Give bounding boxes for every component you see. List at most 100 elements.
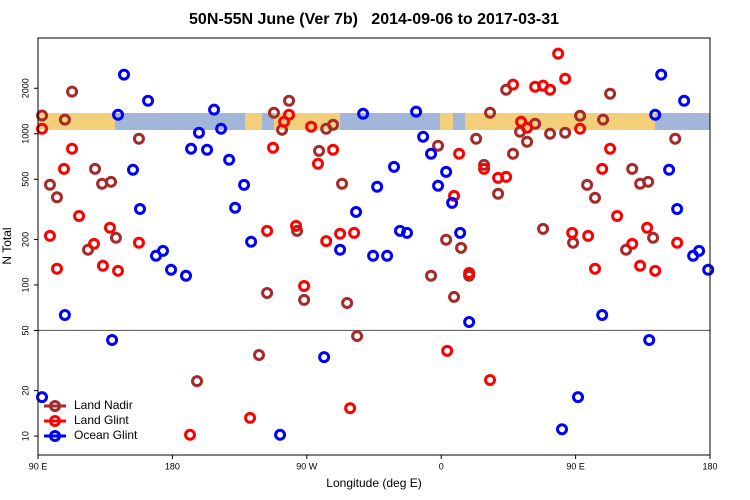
data-point — [126, 163, 139, 176]
data-point — [574, 109, 587, 122]
data-point — [574, 122, 587, 135]
data-point — [663, 163, 676, 176]
data-point — [582, 229, 595, 242]
legend-label: Ocean Glint — [74, 428, 138, 442]
data-point — [604, 87, 617, 100]
data-point — [165, 263, 178, 276]
data-point — [357, 107, 370, 120]
data-point — [596, 162, 609, 175]
data-point — [133, 202, 146, 215]
y-tick-label: 1000 — [20, 124, 30, 144]
y-axis-label: N Total — [0, 227, 14, 264]
data-point — [448, 290, 461, 303]
data-point — [112, 264, 125, 277]
data-point — [440, 165, 453, 178]
data-point — [649, 108, 662, 121]
strip-ocean — [655, 113, 710, 130]
data-point — [112, 108, 125, 121]
data-point — [453, 147, 466, 160]
data-point — [446, 196, 459, 209]
y-tick-label: 100 — [20, 277, 30, 292]
data-point — [470, 132, 483, 145]
data-point — [327, 143, 340, 156]
data-point — [455, 241, 468, 254]
plot-area — [36, 47, 715, 441]
data-point — [185, 142, 198, 155]
data-point — [559, 72, 572, 85]
data-point — [571, 391, 584, 404]
data-point — [267, 106, 280, 119]
data-point — [367, 249, 380, 262]
data-point — [132, 236, 145, 249]
data-point — [283, 94, 296, 107]
data-point — [57, 162, 70, 175]
data-point — [649, 264, 662, 277]
data-point — [381, 249, 394, 262]
data-point — [581, 178, 594, 191]
data-point — [350, 205, 363, 218]
x-tick-label: 90 E — [566, 461, 585, 471]
data-point — [463, 266, 476, 279]
data-point — [43, 229, 56, 242]
data-point — [544, 83, 557, 96]
data-point — [291, 224, 304, 237]
data-point — [179, 269, 192, 282]
x-axis-label: Longitude (deg E) — [326, 476, 421, 490]
data-point — [432, 179, 445, 192]
data-point — [223, 153, 236, 166]
data-point — [454, 226, 467, 239]
data-point — [88, 237, 100, 250]
data-point — [351, 330, 364, 343]
data-point — [50, 262, 63, 275]
data-point — [50, 191, 63, 204]
data-point — [156, 244, 169, 257]
strip-ocean — [340, 113, 440, 130]
data-point — [417, 130, 430, 143]
data-point — [597, 113, 610, 126]
data-point — [626, 237, 639, 250]
data-point — [634, 259, 647, 272]
data-point — [253, 348, 266, 361]
y-tick-label: 2000 — [20, 78, 30, 98]
data-point — [208, 103, 221, 116]
data-point — [484, 106, 497, 119]
data-point — [313, 144, 326, 157]
data-point — [643, 334, 656, 347]
data-point — [109, 231, 122, 244]
data-point — [441, 344, 454, 357]
data-point — [611, 209, 624, 222]
data-point — [344, 402, 357, 415]
data-point — [484, 374, 497, 387]
data-point — [96, 259, 109, 272]
strip-ocean — [453, 113, 465, 130]
data-point — [290, 219, 303, 232]
data-point — [515, 115, 528, 128]
data-point — [693, 244, 706, 257]
data-point — [320, 235, 333, 248]
data-point — [401, 226, 414, 239]
data-point — [626, 162, 639, 175]
data-point — [327, 118, 340, 131]
data-point — [552, 47, 565, 60]
data-point — [500, 170, 513, 183]
x-tick-label: 90 W — [296, 461, 318, 471]
data-point — [215, 122, 228, 135]
data-point — [336, 177, 349, 190]
data-point — [492, 187, 505, 200]
data-point — [318, 351, 331, 364]
land-ocean-strip — [38, 113, 710, 130]
data-point — [192, 126, 205, 139]
data-point — [521, 135, 534, 148]
x-tick-label: 180 — [165, 461, 180, 471]
data-point — [43, 178, 56, 191]
data-point — [388, 160, 401, 173]
data-point — [544, 127, 557, 140]
data-point — [118, 68, 131, 81]
data-point — [463, 315, 476, 328]
data-point — [440, 233, 453, 246]
data-point — [261, 224, 274, 237]
data-point — [425, 269, 438, 282]
data-point — [312, 157, 324, 170]
